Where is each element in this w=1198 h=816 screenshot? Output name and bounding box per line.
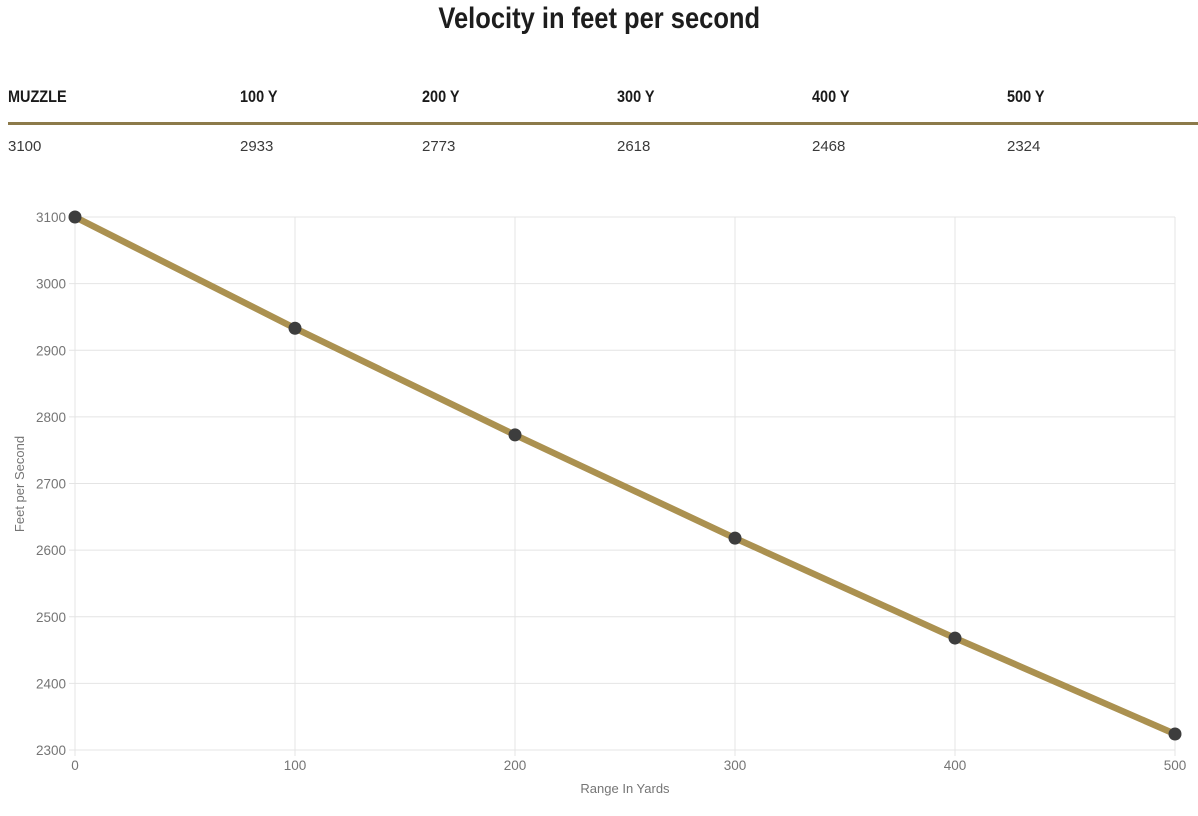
y-tick-label: 3100 — [36, 210, 66, 225]
velocity-table-value-row: 3100 2933 2773 2618 2468 2324 — [8, 125, 1198, 156]
velocity-table: MUZZLE 100 Y 200 Y 300 Y 400 Y 500 Y 310… — [8, 87, 1198, 156]
data-point-marker[interactable] — [1168, 727, 1182, 741]
table-header-300y: 300 Y — [617, 87, 655, 106]
y-tick-label: 2300 — [36, 743, 66, 758]
velocity-value-400y: 2468 — [812, 138, 846, 155]
x-tick-label: 100 — [284, 758, 307, 773]
velocity-value-100y: 2933 — [240, 138, 274, 155]
velocity-value-200y: 2773 — [422, 138, 456, 155]
y-tick-label: 2600 — [36, 543, 66, 558]
y-tick-label: 2700 — [36, 477, 66, 492]
y-tick-label: 2400 — [36, 676, 66, 691]
table-header-200y: 200 Y — [422, 87, 460, 106]
x-axis-title: Range In Yards — [580, 781, 670, 796]
y-tick-label: 3000 — [36, 277, 66, 292]
velocity-value-500y: 2324 — [1007, 138, 1041, 155]
velocity-table-header-row: MUZZLE 100 Y 200 Y 300 Y 400 Y 500 Y — [8, 87, 1198, 125]
y-tick-label: 2900 — [36, 343, 66, 358]
page-title-text: Velocity in feet per second — [438, 2, 760, 35]
y-tick-label: 2800 — [36, 410, 66, 425]
x-tick-label: 0 — [71, 758, 79, 773]
data-point-marker[interactable] — [728, 531, 742, 545]
x-tick-label: 400 — [944, 758, 967, 773]
data-point-marker[interactable] — [288, 321, 302, 335]
table-header-100y: 100 Y — [240, 87, 278, 106]
x-tick-label: 500 — [1164, 758, 1187, 773]
table-header-500y: 500 Y — [1007, 87, 1045, 106]
table-header-400y: 400 Y — [812, 87, 850, 106]
velocity-value-300y: 2618 — [617, 138, 651, 155]
y-axis-title: Feet per Second — [12, 436, 27, 532]
data-point-marker[interactable] — [68, 210, 82, 224]
velocity-value-muzzle: 3100 — [8, 138, 42, 155]
velocity-chart: 2300 2400 2500 2600 2700 2800 2900 3000 3100 0 100… — [0, 192, 1198, 811]
page-title: Velocity in feet per second — [0, 2, 1198, 36]
velocity-series-line — [73, 214, 1177, 737]
x-tick-label: 300 — [724, 758, 747, 773]
y-tick-label: 2500 — [36, 610, 66, 625]
x-tick-label: 200 — [504, 758, 527, 773]
velocity-line-chart-svg: 2300 2400 2500 2600 2700 2800 2900 3000 3100 0 100… — [12, 210, 1187, 796]
data-point-marker[interactable] — [508, 428, 522, 442]
table-header-muzzle: MUZZLE — [8, 87, 67, 106]
data-point-marker[interactable] — [948, 631, 962, 645]
